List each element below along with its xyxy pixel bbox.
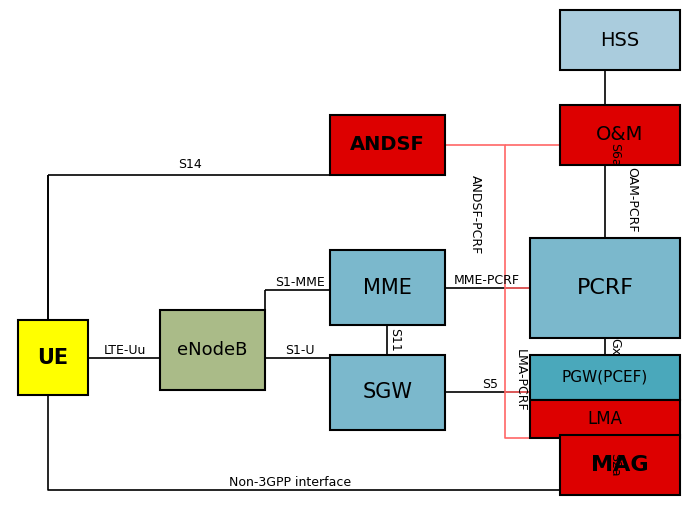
Text: OAM-PCRF: OAM-PCRF (625, 167, 638, 233)
Text: S5: S5 (482, 377, 498, 391)
Text: S1-U: S1-U (285, 343, 315, 357)
Text: S1-MME: S1-MME (275, 275, 325, 289)
Text: Non-3GPP interface: Non-3GPP interface (229, 477, 351, 490)
Text: LMA-PCRF: LMA-PCRF (513, 348, 526, 411)
Text: PCRF: PCRF (576, 278, 633, 298)
Text: S14: S14 (178, 158, 202, 172)
FancyBboxPatch shape (560, 10, 680, 70)
FancyBboxPatch shape (560, 435, 680, 495)
FancyBboxPatch shape (530, 400, 680, 438)
Text: LTE-Uu: LTE-Uu (104, 343, 146, 357)
Text: MME: MME (363, 277, 412, 298)
Text: PGW(PCEF): PGW(PCEF) (562, 370, 648, 385)
Text: O&M: O&M (596, 125, 644, 144)
FancyBboxPatch shape (330, 115, 445, 175)
Text: MME-PCRF: MME-PCRF (454, 273, 520, 287)
FancyBboxPatch shape (530, 355, 680, 400)
FancyBboxPatch shape (530, 238, 680, 338)
Text: LMA: LMA (587, 410, 622, 428)
FancyBboxPatch shape (18, 320, 88, 395)
Text: ANDSF: ANDSF (350, 136, 425, 154)
Text: S6a: S6a (609, 143, 622, 167)
FancyBboxPatch shape (330, 355, 445, 430)
Text: ANDSF-PCRF: ANDSF-PCRF (469, 175, 482, 255)
Text: MAG: MAG (592, 455, 649, 475)
FancyBboxPatch shape (330, 250, 445, 325)
Text: SGW: SGW (363, 383, 412, 402)
FancyBboxPatch shape (560, 105, 680, 165)
FancyBboxPatch shape (160, 310, 265, 390)
Text: HSS: HSS (600, 30, 640, 49)
Text: Gx: Gx (609, 338, 622, 356)
Text: eNodeB: eNodeB (177, 341, 248, 359)
Text: S11: S11 (389, 328, 401, 352)
Text: S2a: S2a (609, 453, 622, 477)
Text: UE: UE (37, 347, 69, 367)
